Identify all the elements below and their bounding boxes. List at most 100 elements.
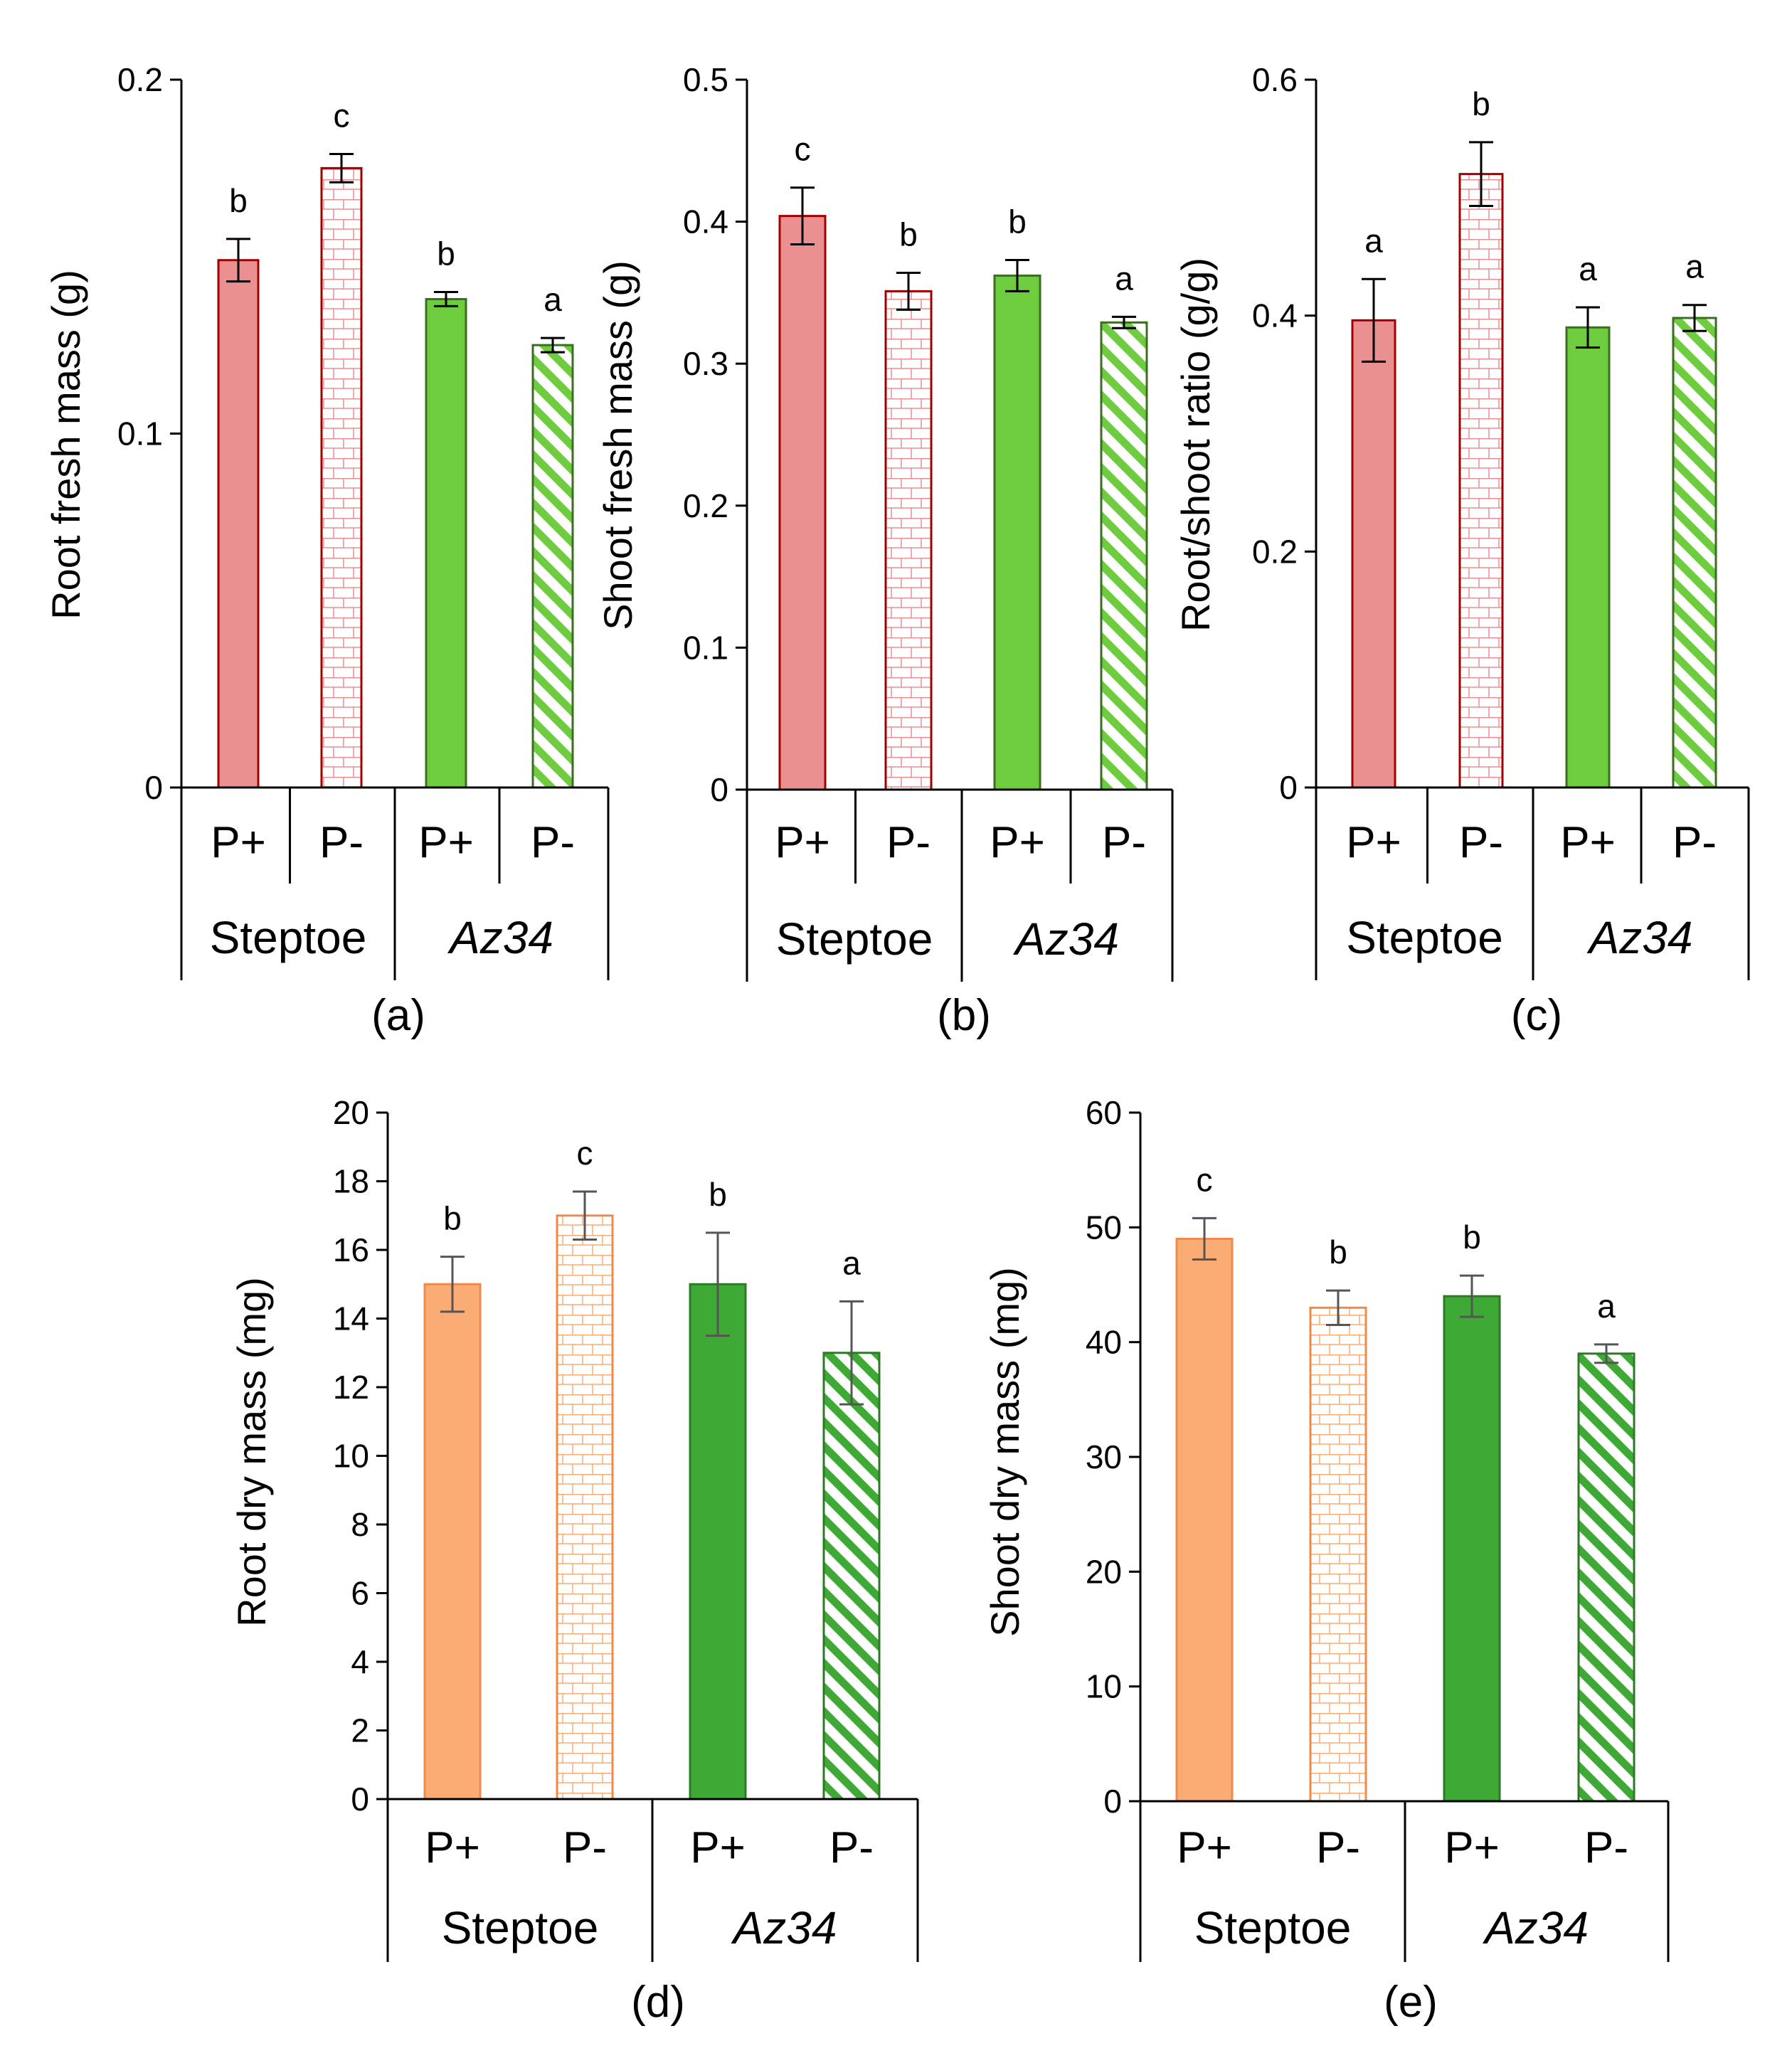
y-tick-label: 0.1 [683, 629, 728, 666]
x-category-label: P- [829, 1823, 874, 1872]
error-bar-c-2 [1576, 306, 1600, 349]
error-bar-a-0 [226, 238, 250, 283]
bar-e-1 [1309, 1306, 1367, 1803]
error-bar-e-3 [1594, 1343, 1618, 1364]
bar-c-2 [1565, 326, 1611, 789]
y-tick-label: 4 [351, 1643, 369, 1680]
significance-letter: b [229, 182, 248, 219]
error-bar-a-2 [434, 291, 458, 307]
bar-a-0 [217, 259, 260, 789]
significance-letter: b [899, 216, 918, 253]
bar-c-0 [1351, 319, 1396, 789]
y-tick-label: 18 [333, 1163, 369, 1200]
significance-letter: a [842, 1244, 861, 1281]
x-category-label: P- [1584, 1823, 1628, 1872]
bar-a-2 [425, 297, 467, 789]
panel-label: (a) [371, 991, 425, 1040]
x-category-label: P+ [1560, 818, 1616, 867]
bar-d-2 [689, 1283, 747, 1801]
bar-d-3 [822, 1352, 881, 1801]
error-bar-b-3 [1112, 315, 1136, 329]
panel-label: (e) [1384, 1978, 1438, 2027]
y-tick-label: 6 [351, 1575, 369, 1612]
y-tick-label: 40 [1086, 1324, 1122, 1361]
y-axis-title: Root/shoot ratio (g/g) [1173, 258, 1218, 632]
significance-letter: c [795, 131, 811, 168]
x-group-label: Steptoe [210, 912, 367, 963]
panel-label: (d) [631, 1978, 685, 2027]
y-tick-label: 0 [1279, 769, 1298, 806]
y-tick-label: 60 [1086, 1094, 1122, 1131]
x-category-label: P- [531, 818, 575, 867]
error-bar-e-2 [1460, 1274, 1484, 1318]
error-bar-c-1 [1469, 141, 1493, 207]
x-category-label: P+ [1346, 818, 1401, 867]
x-category-label: P- [1672, 818, 1717, 867]
y-tick-label: 0 [144, 769, 163, 806]
y-tick-label: 10 [333, 1438, 369, 1475]
significance-letter: a [1364, 222, 1383, 259]
y-tick-label: 0.2 [117, 61, 163, 98]
bar-b-1 [884, 290, 933, 791]
x-group-label: Steptoe [442, 1902, 599, 1953]
panel-b: c b b a 0 0.1 0.2 0.3 0.4 0.5 P+ P- P+ P- Steptoe Az34 S… [595, 61, 1174, 1040]
y-tick-label: 16 [333, 1231, 369, 1268]
y-axis-title: Root dry mass (mg) [229, 1277, 274, 1627]
x-group-label: Az34 [1012, 913, 1119, 965]
panel-label: (b) [937, 991, 991, 1040]
y-tick-label: 50 [1086, 1209, 1122, 1246]
bar-c-3 [1672, 317, 1717, 789]
error-bar-a-1 [329, 152, 354, 184]
y-tick-label: 0 [351, 1781, 369, 1818]
significance-letter: a [1685, 248, 1704, 285]
x-category-label: P+ [990, 818, 1045, 867]
x-group-label: Az34 [731, 1902, 837, 1953]
y-tick-label: 14 [333, 1300, 369, 1337]
significance-letter: b [1472, 85, 1490, 122]
significance-letter: b [709, 1176, 727, 1213]
y-tick-label: 0 [710, 771, 728, 808]
x-category-label: P- [1459, 818, 1503, 867]
panel-d: b c b a 0 2 4 6 8 10 12 14 16 18 20 P+ P- P+ P- Steptoe Az34… [229, 1094, 919, 2027]
x-category-label: P- [563, 1823, 607, 1872]
bar-b-3 [1100, 321, 1148, 791]
significance-letter: a [1597, 1288, 1616, 1325]
x-group-label: Steptoe [776, 913, 933, 965]
panel-a: b c b a 0 0.1 0.2 P+ P- P+ P- Steptoe Az34 Root fresh… [43, 61, 610, 1040]
x-group-label: Steptoe [1346, 912, 1503, 963]
x-category-label: P- [319, 818, 364, 867]
x-group-label: Az34 [1586, 912, 1693, 963]
y-tick-label: 12 [333, 1369, 369, 1406]
y-axis-title: Shoot fresh mass (g) [595, 260, 640, 630]
significance-letter: b [437, 235, 455, 272]
error-bar-b-0 [790, 186, 815, 246]
error-bar-c-0 [1362, 277, 1386, 363]
panel-e: c b b a 0 10 20 30 40 50 60 P+ P- P+ P- Steptoe Az34 Shoo… [982, 1094, 1670, 2027]
x-category-label: P+ [1444, 1823, 1500, 1872]
y-tick-label: 0.1 [117, 415, 163, 452]
bar-d-1 [556, 1214, 614, 1801]
significance-letter: a [1115, 260, 1133, 297]
error-bar-e-0 [1192, 1216, 1216, 1261]
significance-letter: b [1463, 1219, 1481, 1256]
error-bar-d-1 [573, 1190, 597, 1241]
y-tick-label: 0 [1103, 1783, 1122, 1820]
panel-c: a b a a 0 0.2 0.4 0.6 P+ P- P+ P- Steptoe Az34 Root/sh… [1173, 61, 1750, 1040]
y-axis-title: Root fresh mass (g) [43, 270, 88, 620]
significance-letter: b [443, 1200, 462, 1237]
bar-d-0 [423, 1283, 482, 1801]
error-bar-e-1 [1326, 1289, 1350, 1326]
y-tick-label: 0.2 [683, 487, 728, 524]
significance-letter: c [334, 97, 350, 134]
error-bar-d-3 [839, 1300, 864, 1406]
y-tick-label: 0.6 [1252, 61, 1298, 98]
bar-c-1 [1458, 173, 1504, 789]
error-bar-c-3 [1682, 304, 1707, 332]
y-tick-label: 0.4 [1252, 297, 1298, 334]
y-tick-label: 20 [1086, 1553, 1122, 1590]
y-tick-label: 0.5 [683, 61, 728, 98]
y-tick-label: 2 [351, 1712, 369, 1749]
bar-b-2 [993, 274, 1041, 791]
y-tick-label: 30 [1086, 1438, 1122, 1475]
